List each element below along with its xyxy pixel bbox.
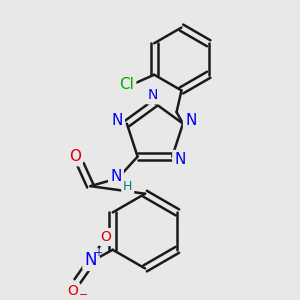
Text: N: N bbox=[111, 113, 123, 128]
Text: H: H bbox=[123, 180, 132, 193]
Text: −: − bbox=[79, 290, 88, 300]
Text: N: N bbox=[185, 113, 196, 128]
Text: O: O bbox=[67, 284, 78, 298]
Text: N: N bbox=[148, 88, 158, 102]
Text: +: + bbox=[94, 248, 102, 258]
Text: O: O bbox=[100, 230, 111, 244]
Text: O: O bbox=[69, 149, 81, 164]
Text: N: N bbox=[110, 169, 122, 184]
Text: Cl: Cl bbox=[119, 77, 134, 92]
Text: N: N bbox=[85, 250, 97, 268]
Text: N: N bbox=[174, 152, 186, 167]
